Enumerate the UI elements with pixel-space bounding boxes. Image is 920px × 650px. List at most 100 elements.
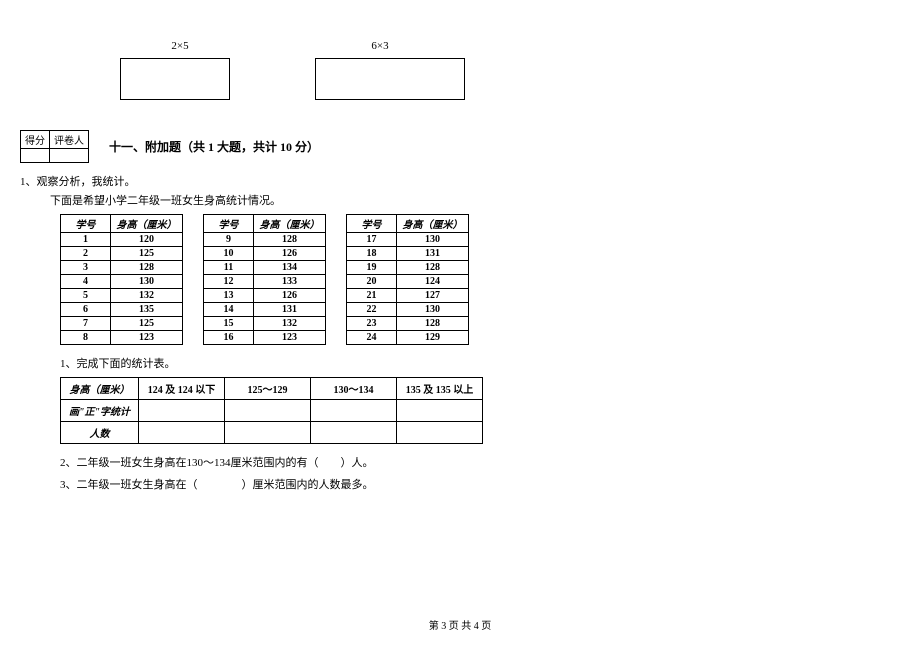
sub-question-3: 3、二年级一班女生身高在（ ）厘米范围内的人数最多。	[60, 476, 830, 492]
data-table-3: 学号 身高（厘米） 171301813119128201242112722130…	[346, 214, 469, 345]
cell-height: 128	[254, 233, 326, 247]
score-table: 得分 评卷人	[20, 130, 89, 163]
cell-id: 23	[347, 317, 397, 331]
cell-height: 123	[254, 331, 326, 345]
answer-box-1	[120, 58, 230, 100]
sum-c3: 130～134	[311, 378, 397, 400]
cell-id: 1	[61, 233, 111, 247]
cell-height: 125	[111, 247, 183, 261]
cell-id: 14	[204, 303, 254, 317]
sub-question-2: 2、二年级一班女生身高在130～134厘米范围内的有（ ）人。	[60, 454, 830, 470]
table-row: 11134	[204, 261, 326, 275]
data-table-2: 学号 身高（厘米） 912810126111341213313126141311…	[203, 214, 326, 345]
table-row: 6135	[61, 303, 183, 317]
data-tables-wrap: 学号 身高（厘米） 112021253128413051326135712581…	[60, 214, 830, 345]
cell-height: 128	[397, 261, 469, 275]
table-row: 24129	[347, 331, 469, 345]
cell-height: 133	[254, 275, 326, 289]
table-row: 2125	[61, 247, 183, 261]
table-row: 22130	[347, 303, 469, 317]
th-id: 学号	[204, 215, 254, 233]
table-row: 20124	[347, 275, 469, 289]
th-height: 身高（厘米）	[254, 215, 326, 233]
th-height: 身高（厘米）	[111, 215, 183, 233]
cell-id: 9	[204, 233, 254, 247]
cell-id: 7	[61, 317, 111, 331]
summary-row-1: 身高（厘米） 124 及 124 以下 125～129 130～134 135 …	[61, 378, 483, 400]
table-row: 3128	[61, 261, 183, 275]
cell-id: 24	[347, 331, 397, 345]
th-id: 学号	[61, 215, 111, 233]
sum-c4	[397, 400, 483, 422]
tbody-2: 912810126111341213313126141311513216123	[204, 233, 326, 345]
cell-id: 10	[204, 247, 254, 261]
table-row: 19128	[347, 261, 469, 275]
cell-height: 130	[397, 233, 469, 247]
tbody-1: 11202125312841305132613571258123	[61, 233, 183, 345]
cell-height: 125	[111, 317, 183, 331]
cell-height: 129	[397, 331, 469, 345]
sum-c2: 125～129	[225, 378, 311, 400]
cell-height: 128	[397, 317, 469, 331]
section-title: 十一、附加题（共 1 大题，共计 10 分）	[109, 138, 319, 155]
sum-c2	[225, 400, 311, 422]
question-number: 1、观察分析，我统计。	[20, 173, 830, 189]
table-row: 14131	[204, 303, 326, 317]
cell-height: 132	[254, 317, 326, 331]
cell-height: 126	[254, 247, 326, 261]
cell-id: 20	[347, 275, 397, 289]
table-row: 8123	[61, 331, 183, 345]
th-id: 学号	[347, 215, 397, 233]
answer-box-2	[315, 58, 465, 100]
cell-height: 120	[111, 233, 183, 247]
exam-page: 2×5 6×3 得分 评卷人 十一、附加题（共 1 大题，共计 10 分） 1、…	[0, 0, 920, 518]
page-footer: 第 3 页 共 4 页	[0, 617, 920, 632]
table-row: 7125	[61, 317, 183, 331]
cell-height: 130	[397, 303, 469, 317]
cell-height: 124	[397, 275, 469, 289]
cell-id: 21	[347, 289, 397, 303]
summary-table: 身高（厘米） 124 及 124 以下 125～129 130～134 135 …	[60, 377, 483, 444]
sum-label-2: 画"正"字统计	[61, 400, 139, 422]
cell-id: 18	[347, 247, 397, 261]
cell-height: 131	[254, 303, 326, 317]
data-table-1: 学号 身高（厘米） 112021253128413051326135712581…	[60, 214, 183, 345]
table-row: 1120	[61, 233, 183, 247]
summary-row-3: 人数	[61, 422, 483, 444]
cell-height: 135	[111, 303, 183, 317]
score-cell-1	[21, 149, 50, 163]
cell-height: 134	[254, 261, 326, 275]
sum-c2	[225, 422, 311, 444]
question-desc: 下面是希望小学二年级一班女生身高统计情况。	[50, 192, 830, 208]
answer-box-row	[90, 58, 830, 100]
cell-height: 128	[111, 261, 183, 275]
sum-c3	[311, 400, 397, 422]
score-header-1: 得分	[21, 131, 50, 149]
sum-c4: 135 及 135 以上	[397, 378, 483, 400]
cell-id: 8	[61, 331, 111, 345]
cell-id: 5	[61, 289, 111, 303]
cell-id: 11	[204, 261, 254, 275]
table-row: 17130	[347, 233, 469, 247]
cell-height: 126	[254, 289, 326, 303]
formula-right: 6×3	[290, 40, 470, 52]
cell-id: 13	[204, 289, 254, 303]
table-row: 16123	[204, 331, 326, 345]
sum-c3	[311, 422, 397, 444]
cell-id: 3	[61, 261, 111, 275]
sub-question-1: 1、完成下面的统计表。	[60, 355, 830, 371]
sum-label-3: 人数	[61, 422, 139, 444]
cell-height: 123	[111, 331, 183, 345]
cell-height: 131	[397, 247, 469, 261]
table-row: 21127	[347, 289, 469, 303]
score-header-2: 评卷人	[50, 131, 89, 149]
formula-row: 2×5 6×3	[90, 40, 830, 52]
table-row: 5132	[61, 289, 183, 303]
cell-height: 127	[397, 289, 469, 303]
sum-c1	[139, 400, 225, 422]
sum-c1	[139, 422, 225, 444]
score-section: 得分 评卷人 十一、附加题（共 1 大题，共计 10 分）	[20, 130, 830, 163]
score-cell-2	[50, 149, 89, 163]
table-row: 18131	[347, 247, 469, 261]
table-row: 12133	[204, 275, 326, 289]
